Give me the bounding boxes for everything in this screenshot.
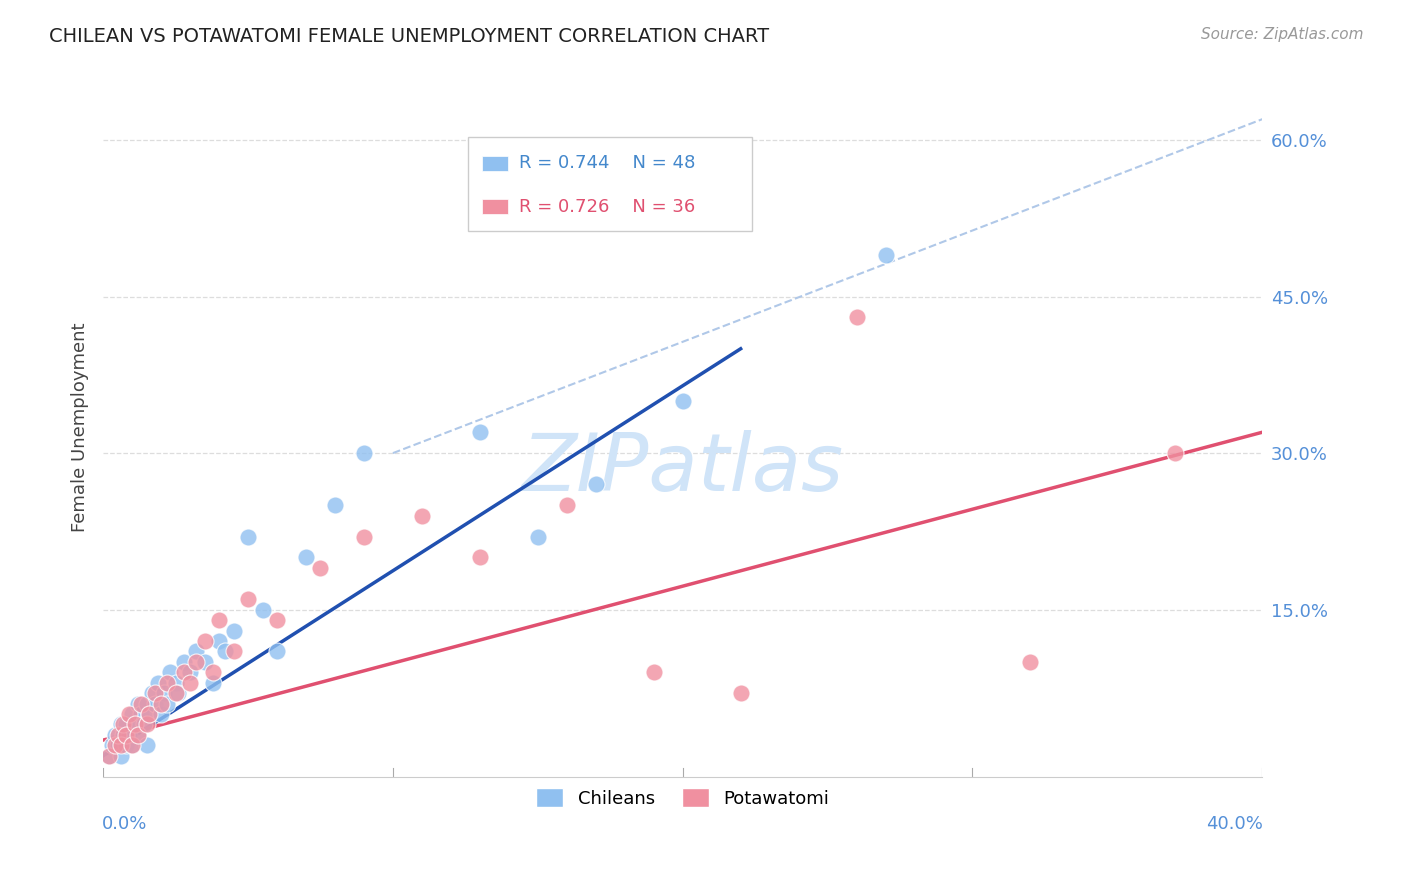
Point <box>184 644 207 658</box>
Point <box>156 697 179 711</box>
Point <box>148 675 170 690</box>
Point <box>153 686 176 700</box>
Point <box>468 550 491 565</box>
Point <box>121 739 143 753</box>
Point <box>127 728 149 742</box>
Point <box>266 613 288 627</box>
Point <box>143 697 166 711</box>
Point <box>121 706 143 721</box>
Point <box>208 613 231 627</box>
Point <box>159 665 181 680</box>
Point <box>118 706 141 721</box>
Point <box>845 310 868 325</box>
FancyBboxPatch shape <box>468 136 752 231</box>
Point <box>129 697 152 711</box>
Point <box>141 686 163 700</box>
Point <box>1164 446 1187 460</box>
Text: 0.0%: 0.0% <box>103 815 148 833</box>
Text: Source: ZipAtlas.com: Source: ZipAtlas.com <box>1201 27 1364 42</box>
Point <box>150 706 173 721</box>
Point <box>135 717 157 731</box>
Point <box>97 748 120 763</box>
Point <box>129 706 152 721</box>
Point <box>115 739 138 753</box>
Point <box>112 728 135 742</box>
Point <box>115 717 138 731</box>
Point <box>527 530 550 544</box>
Point <box>173 665 195 680</box>
Text: ZIPatlas: ZIPatlas <box>522 430 844 508</box>
Point <box>202 675 225 690</box>
Point <box>295 550 318 565</box>
Text: CHILEAN VS POTAWATOMI FEMALE UNEMPLOYMENT CORRELATION CHART: CHILEAN VS POTAWATOMI FEMALE UNEMPLOYMEN… <box>49 27 769 45</box>
Point <box>222 644 245 658</box>
Point <box>222 624 245 638</box>
FancyBboxPatch shape <box>482 199 508 214</box>
Point <box>110 739 132 753</box>
Point <box>127 728 149 742</box>
Point <box>132 717 155 731</box>
Text: R = 0.744    N = 48: R = 0.744 N = 48 <box>519 154 696 172</box>
Point <box>1019 655 1042 669</box>
Point <box>309 561 332 575</box>
Point <box>266 644 288 658</box>
Point <box>173 655 195 669</box>
Y-axis label: Female Unemployment: Female Unemployment <box>72 322 89 532</box>
Point <box>353 446 375 460</box>
Point <box>135 739 157 753</box>
Point <box>150 697 173 711</box>
Point <box>135 697 157 711</box>
Point <box>184 655 207 669</box>
Point <box>179 675 201 690</box>
Point <box>672 393 695 408</box>
Point <box>97 748 120 763</box>
Point <box>353 530 375 544</box>
Point <box>167 686 190 700</box>
Point <box>193 655 215 669</box>
Point <box>193 634 215 648</box>
Point <box>179 665 201 680</box>
Point <box>110 748 132 763</box>
Point <box>165 675 187 690</box>
Point <box>118 728 141 742</box>
Point <box>585 477 607 491</box>
Point <box>115 728 138 742</box>
Point <box>124 717 146 731</box>
Text: R = 0.726    N = 36: R = 0.726 N = 36 <box>519 198 696 216</box>
Text: 40.0%: 40.0% <box>1206 815 1264 833</box>
Point <box>411 508 433 523</box>
Point <box>110 717 132 731</box>
Point <box>104 728 127 742</box>
Point <box>214 644 236 658</box>
Point <box>730 686 752 700</box>
Point <box>101 739 124 753</box>
Point <box>875 248 897 262</box>
Point <box>156 675 179 690</box>
Point <box>143 686 166 700</box>
Point <box>252 602 274 616</box>
Point <box>323 498 346 512</box>
Point <box>138 706 160 721</box>
Point <box>555 498 578 512</box>
Point <box>208 634 231 648</box>
Legend: Chileans, Potawatomi: Chileans, Potawatomi <box>527 779 838 816</box>
FancyBboxPatch shape <box>482 156 508 171</box>
Point <box>104 739 127 753</box>
Point <box>236 592 259 607</box>
Point <box>121 739 143 753</box>
Point <box>127 697 149 711</box>
Point <box>107 728 129 742</box>
Point <box>138 706 160 721</box>
Point <box>202 665 225 680</box>
Point <box>107 739 129 753</box>
Point <box>112 717 135 731</box>
Point <box>165 686 187 700</box>
Point <box>124 717 146 731</box>
Point <box>468 425 491 440</box>
Point <box>643 665 665 680</box>
Point <box>236 530 259 544</box>
